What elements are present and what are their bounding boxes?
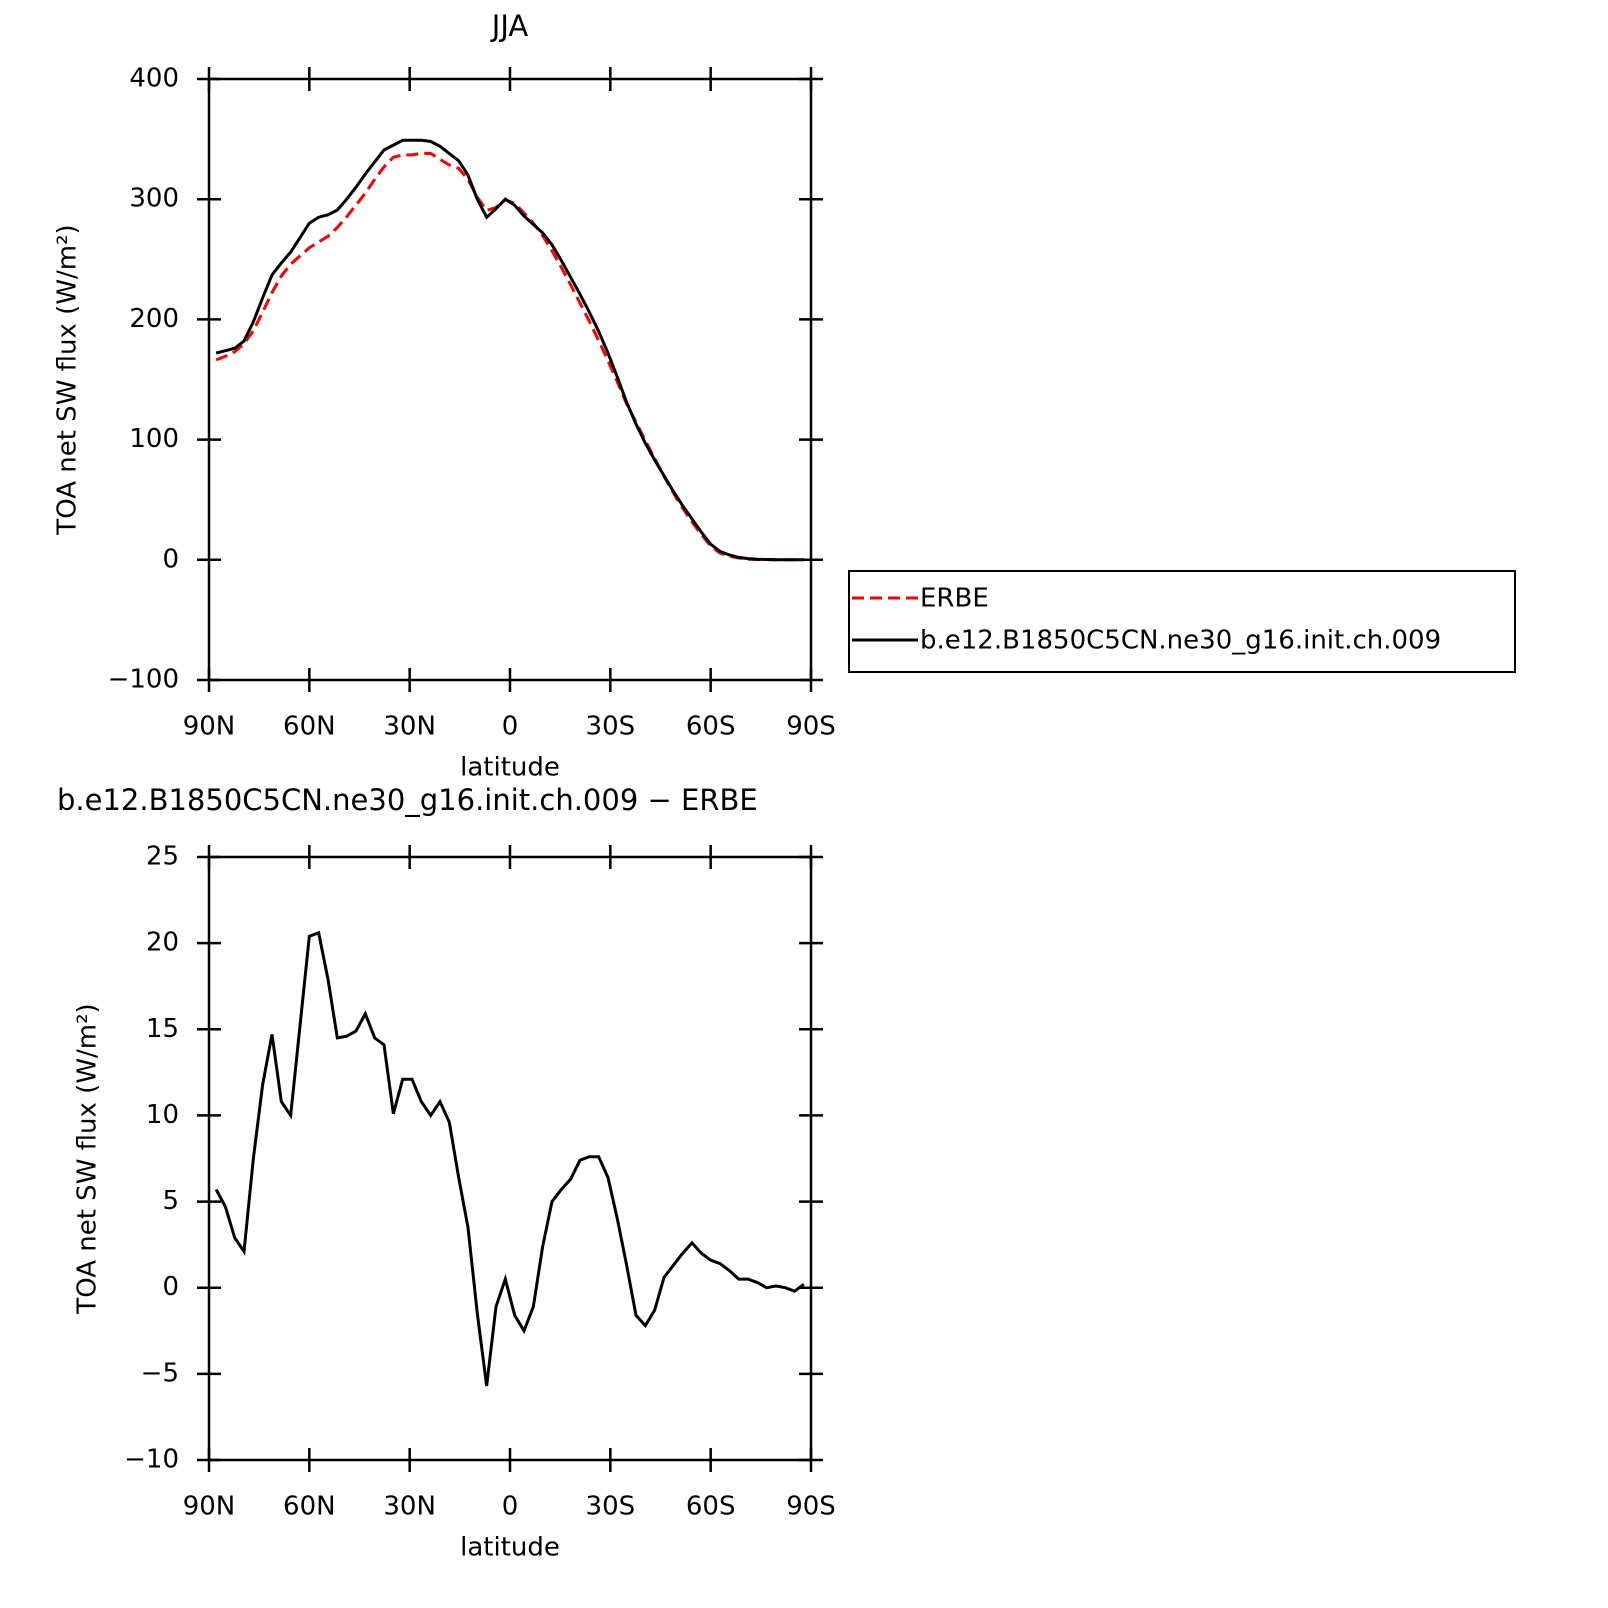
x-axis-label: latitude: [460, 1533, 560, 1563]
y-tick-label: 400: [129, 64, 179, 94]
x-tick-label: 90S: [786, 712, 836, 742]
plot-frame: [207, 855, 813, 1462]
data-line: [214, 930, 805, 1387]
data-line: [215, 138, 804, 562]
x-tick-label: 0: [502, 712, 519, 742]
y-tick-label: 10: [146, 1100, 179, 1130]
x-tick-label: 90N: [183, 712, 236, 742]
y-tick-label: 0: [162, 544, 179, 574]
x-axis-label: latitude: [460, 753, 560, 783]
y-tick-label: −100: [108, 665, 179, 695]
x-tick-label: 30S: [586, 712, 636, 742]
y-tick-label: 15: [146, 1014, 179, 1044]
chart-title: JJA: [490, 9, 529, 43]
y-tick-label: 300: [129, 184, 179, 214]
x-tick-label: 30S: [586, 1492, 636, 1522]
x-tick-label: 60S: [686, 1492, 736, 1522]
data-line: [215, 151, 804, 562]
plot-frame: [207, 77, 813, 682]
y-tick-label: 20: [146, 928, 179, 958]
x-tick-label: 60N: [283, 712, 336, 742]
y-axis-label: TOA net SW flux (W/m²): [73, 1003, 103, 1314]
y-tick-label: 25: [146, 842, 179, 872]
y-tick-label: −10: [124, 1445, 179, 1475]
y-axis-label: TOA net SW flux (W/m²): [53, 224, 83, 535]
y-tick-label: 5: [162, 1186, 179, 1216]
legend-box: [848, 570, 1516, 673]
x-tick-label: 0: [502, 1492, 519, 1522]
x-tick-label: 30N: [383, 1492, 436, 1522]
x-tick-label: 90S: [786, 1492, 836, 1522]
y-tick-label: 100: [129, 424, 179, 454]
y-tick-label: 200: [129, 304, 179, 334]
legend-label: b.e12.B1850C5CN.ne30_g16.init.ch.009: [920, 626, 1441, 656]
x-tick-label: 30N: [383, 712, 436, 742]
y-tick-label: −5: [141, 1358, 179, 1388]
x-tick-label: 90N: [183, 1492, 236, 1522]
legend-label: ERBE: [920, 584, 989, 614]
y-tick-label: 0: [162, 1272, 179, 1302]
x-tick-label: 60S: [686, 712, 736, 742]
chart-title: b.e12.B1850C5CN.ne30_g16.init.ch.009 − E…: [57, 783, 758, 817]
x-tick-label: 60N: [283, 1492, 336, 1522]
